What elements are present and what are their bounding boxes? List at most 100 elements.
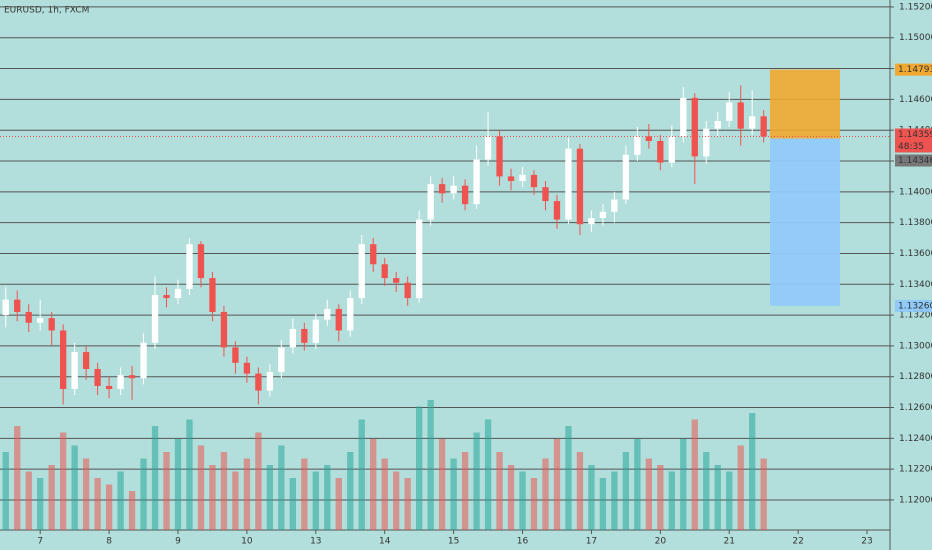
volume-bar — [737, 445, 744, 530]
candle-body — [611, 199, 618, 212]
candle-body — [301, 328, 308, 343]
candle-body — [404, 282, 411, 299]
y-tick-label: 1.12400 — [899, 434, 932, 444]
candle-body — [749, 116, 756, 129]
volume-bar — [163, 452, 170, 530]
entry-price-label-box — [895, 154, 932, 167]
volume-bar — [197, 445, 205, 530]
volume-bar — [186, 419, 193, 530]
volume-bar — [404, 478, 411, 530]
volume-bar — [714, 465, 721, 530]
candle-body — [519, 174, 526, 182]
countdown-label-box — [895, 140, 932, 153]
y-tick-label: 1.14000 — [899, 187, 932, 197]
y-tick-label: 1.13200 — [899, 311, 932, 321]
volume-bar — [507, 465, 515, 530]
candle-body — [335, 308, 342, 331]
volume-bar — [324, 465, 331, 530]
y-tick-label: 1.15200 — [899, 2, 932, 12]
candle-body — [450, 185, 457, 194]
x-tick-label: 9 — [175, 537, 181, 547]
volume-bar — [461, 452, 469, 530]
x-tick-label: 17 — [586, 537, 597, 547]
volume-bar — [232, 471, 239, 530]
volume-bar — [496, 452, 503, 530]
candle-body — [634, 136, 641, 155]
x-tick-label: 22 — [792, 537, 803, 547]
volume-bar — [473, 432, 480, 530]
x-tick-label: 13 — [310, 537, 321, 547]
candle-body — [473, 159, 480, 205]
x-tick-label: 20 — [655, 537, 667, 547]
volume-bar — [530, 478, 538, 530]
y-tick-label: 1.12000 — [899, 495, 932, 505]
candle-body — [197, 244, 205, 279]
volume-bar — [519, 471, 526, 530]
volume-bar — [37, 478, 44, 530]
candle-body — [347, 298, 354, 331]
volume-bar — [94, 478, 101, 530]
candle-body — [381, 264, 388, 279]
candle-body — [278, 347, 285, 373]
candle-body — [174, 288, 182, 299]
volume-bar — [680, 439, 687, 530]
volume-bar — [151, 426, 159, 530]
candle-body — [324, 308, 331, 320]
candle-body — [714, 120, 721, 129]
candle-body — [71, 352, 78, 390]
last-price-label: 1.14359 — [898, 130, 932, 140]
candle-body — [186, 244, 193, 289]
candle-body — [117, 375, 124, 390]
candle-body — [151, 295, 159, 343]
candle-body — [427, 184, 434, 220]
y-tick-label: 1.12800 — [899, 372, 932, 382]
candle-body — [140, 342, 147, 379]
y-tick-label: 1.15000 — [899, 33, 932, 43]
volume-bar — [611, 471, 618, 530]
volume-bar — [174, 439, 182, 530]
volume-bar — [25, 471, 32, 530]
candle-body — [60, 330, 67, 390]
candle-body — [37, 318, 44, 323]
x-tick-label: 15 — [448, 537, 459, 547]
candle-body — [599, 211, 607, 219]
volume-bar — [278, 445, 285, 530]
candle-body — [576, 148, 584, 225]
candle-body — [416, 219, 423, 299]
target-zone — [770, 138, 840, 306]
candle-body — [726, 102, 733, 121]
volume-bar — [726, 471, 733, 530]
volume-bar — [450, 458, 457, 530]
volume-bar — [588, 465, 595, 530]
chart-title: EURUSD, 1h, FXCM — [4, 6, 89, 16]
candle-body — [496, 136, 503, 177]
volume-bar — [599, 478, 607, 530]
candle-body — [358, 244, 365, 299]
candle-body — [760, 116, 767, 137]
candle-body — [737, 102, 744, 129]
candle-body — [289, 328, 296, 348]
candle-body — [668, 136, 675, 163]
candle-body — [393, 278, 400, 283]
volume-bar — [576, 452, 584, 530]
volume-bar — [393, 471, 400, 530]
candle-body — [82, 352, 90, 369]
candle-body — [94, 368, 101, 386]
candle-body — [370, 244, 377, 265]
volume-bar — [760, 458, 767, 530]
y-tick-label: 1.13800 — [899, 218, 932, 228]
volume-bar — [347, 452, 354, 530]
candle-body — [657, 140, 664, 163]
volume-bar — [301, 458, 308, 530]
volume-bar — [140, 458, 147, 530]
candle-body — [645, 136, 652, 141]
x-tick-label: 16 — [517, 537, 529, 547]
candle-body — [14, 299, 21, 312]
y-tick-label: 1.13600 — [899, 249, 932, 259]
candle-body — [312, 319, 319, 343]
volume-bar — [634, 439, 641, 530]
candle-body — [105, 385, 113, 390]
candle-body — [25, 311, 32, 323]
candle-body — [438, 184, 446, 194]
volume-bar — [14, 426, 21, 530]
